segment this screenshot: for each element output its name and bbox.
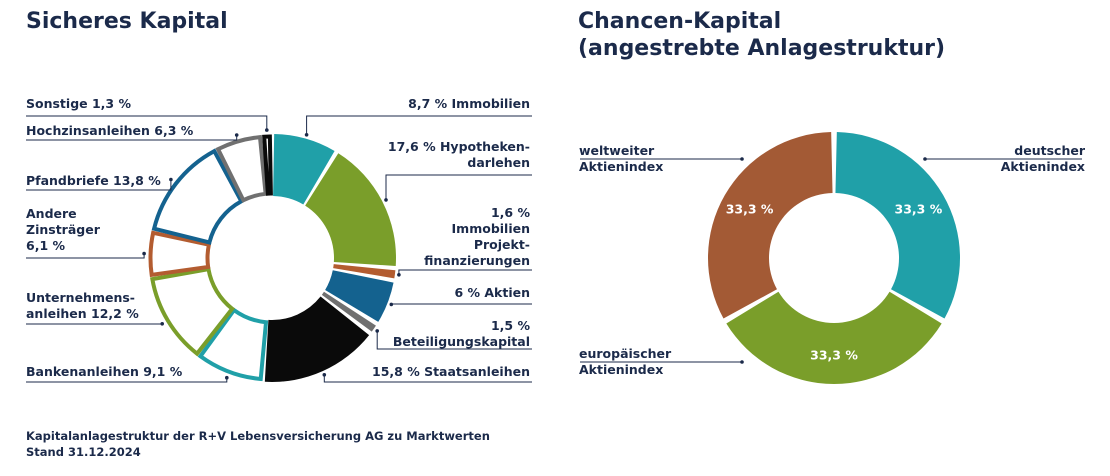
slice-immobilien-projektfinanzierungen <box>333 264 396 279</box>
label-line: 1,6 % <box>490 205 530 220</box>
slice-deutscher-aktienindex <box>835 132 961 319</box>
slice-bankenanleihen <box>197 307 269 382</box>
leader-line-pfandbriefe <box>26 179 172 191</box>
label-staatsanleihen: 15,8 % Staatsanleihen <box>372 364 530 379</box>
footnote: Kapitalanlagestruktur der R+V Lebensvers… <box>26 428 490 460</box>
label-line: deutscher <box>1014 143 1085 158</box>
label-line: Andere <box>26 206 77 221</box>
chart-title-line: (angestrebte Anlagestruktur) <box>578 36 946 61</box>
slice-europaeischer-aktienindex <box>726 291 942 384</box>
label-line: Aktienindex <box>579 362 664 377</box>
label-projektfinanzierungen: 1,6 % Immobilien Projekt- finanzierungen <box>424 205 530 269</box>
leader-line-staatsanleihen <box>323 374 532 383</box>
label-line: weltweiter <box>579 143 655 158</box>
data-label-weltweiter-aktienindex: 33,3 % <box>726 201 774 216</box>
chart-title-line: Chancen-Kapital <box>578 9 782 34</box>
leader-line-beteiligungskapital <box>376 330 532 350</box>
label-line: 1,5 % <box>490 318 530 333</box>
leader-dot <box>384 198 388 202</box>
label-aktien: 6 % Aktien <box>454 285 530 300</box>
label-pfandbriefe: Pfandbriefe 13,8 % <box>26 173 161 188</box>
label-andere-zinstraeger: Andere Zinsträger 6,1 % <box>26 206 100 254</box>
leader-dot <box>304 133 309 137</box>
label-line: Immobilien <box>451 221 530 236</box>
label-bankenanleihen: Bankenanleihen 9,1 % <box>26 364 183 379</box>
slice-hochzinsanleihen <box>215 134 268 203</box>
label-sonstige: Sonstige 1,3 % <box>26 96 131 111</box>
label-deutscher-aktienindex: deutscher Aktienindex <box>1001 143 1085 175</box>
label-line: Projekt- <box>473 237 530 252</box>
slice-aktien <box>325 270 394 322</box>
label-line: finanzierungen <box>424 253 530 268</box>
leader-dot <box>397 273 401 277</box>
slice-staatsanleihen <box>264 296 370 382</box>
slice-sonstige <box>262 134 273 196</box>
leader-dot <box>740 157 744 161</box>
leader-dot <box>160 322 164 326</box>
leader-dot <box>225 375 229 380</box>
slice-weltweiter-aktienindex <box>707 132 833 319</box>
slice-hypothekendarlehen <box>305 153 396 266</box>
label-line: europäischer <box>579 346 672 361</box>
chart-title-sicheres-kapital: Sicheres Kapital <box>26 9 228 34</box>
leader-dot <box>740 360 744 364</box>
leader-dot <box>142 251 146 256</box>
chart-title-chancen-kapital: Chancen-Kapital (angestrebte Anlagestruk… <box>578 8 945 62</box>
label-line: 17,6 % Hypotheken- <box>387 139 530 154</box>
slice-beteiligungskapital <box>321 291 376 332</box>
leader-line-immobilien-projektfinanzierungen <box>398 269 532 275</box>
label-weltweiter-aktienindex: weltweiter Aktienindex <box>579 143 663 175</box>
leader-line-andere-zinstraeger <box>26 253 145 259</box>
leader-line-immobilien <box>306 115 532 135</box>
label-line: Zinsträger <box>26 222 100 237</box>
leader-dot <box>265 128 269 132</box>
slice-immobilien <box>273 134 335 205</box>
leader-line-sonstige <box>26 115 268 131</box>
slice-andere-zinstraeger <box>148 230 212 278</box>
data-label-deutscher-aktienindex: 33,3 % <box>895 201 943 216</box>
data-label-europaeischer-aktienindex: 33,3 % <box>810 348 858 363</box>
slice-pfandbriefe <box>151 148 245 245</box>
leader-dot <box>389 302 394 307</box>
leader-dot <box>234 133 239 137</box>
footnote-line: Kapitalanlagestruktur der R+V Lebensvers… <box>26 429 490 443</box>
leader-dot <box>923 157 927 161</box>
leader-dot <box>169 177 173 182</box>
footnote-line: Stand 31.12.2024 <box>26 445 141 459</box>
label-line: anleihen 12,2 % <box>26 306 139 321</box>
label-hypothekendarlehen: 17,6 % Hypotheken- darlehen <box>388 139 530 171</box>
leader-dot <box>375 329 380 333</box>
label-line: Beteiligungskapital <box>392 334 530 349</box>
label-line: Unternehmens- <box>26 290 135 305</box>
label-hochzinsanleihen: Hochzinsanleihen 6,3 % <box>26 123 194 138</box>
leader-dot <box>322 373 327 377</box>
label-line: darlehen <box>467 155 530 170</box>
label-immobilien: 8,7 % Immobilien <box>408 96 530 111</box>
label-line: Aktienindex <box>1000 159 1085 174</box>
label-beteiligungskapital: 1,5 % Beteiligungskapital <box>393 318 530 350</box>
slice-unternehmensanleihen <box>150 266 236 357</box>
leader-line-hypothekendarlehen <box>385 174 532 200</box>
label-line: 6,1 % <box>26 238 66 253</box>
label-europaeischer-aktienindex: europäischer Aktienindex <box>579 346 671 378</box>
label-line: Aktienindex <box>579 159 664 174</box>
label-unternehmensanleihen: Unternehmens- anleihen 12,2 % <box>26 290 139 322</box>
